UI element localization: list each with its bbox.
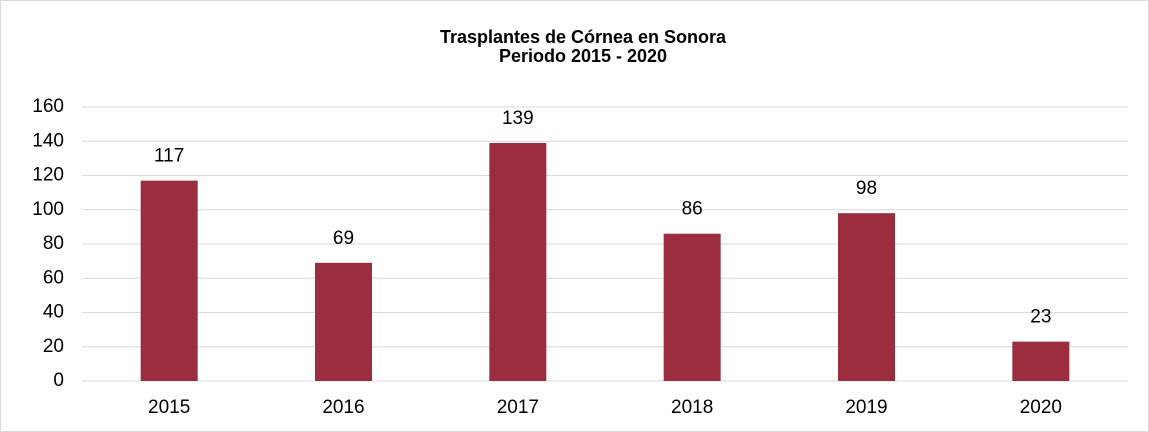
bar [1012, 341, 1070, 381]
x-tick-label: 2017 [497, 397, 539, 418]
y-tick-label: 120 [32, 165, 64, 186]
data-label: 98 [856, 178, 877, 199]
bar [140, 180, 198, 381]
data-label: 69 [333, 228, 354, 249]
bar [489, 142, 547, 381]
bar [838, 213, 895, 381]
y-tick-label: 80 [43, 233, 64, 254]
y-tick-label: 0 [53, 370, 64, 391]
x-tick-label: 2016 [322, 397, 364, 418]
y-tick-label: 60 [43, 267, 64, 288]
y-tick-label: 20 [43, 336, 64, 357]
x-tick-label: 2018 [671, 397, 713, 418]
data-label: 23 [1030, 307, 1051, 328]
y-tick-label: 100 [32, 199, 64, 220]
data-label: 86 [682, 199, 703, 220]
y-tick-label: 160 [32, 96, 64, 117]
chart-title: Trasplantes de Córnea en Sonora [440, 27, 727, 47]
y-tick-label: 140 [32, 130, 64, 151]
x-tick-label: 2020 [1020, 397, 1062, 418]
bar [663, 233, 721, 381]
bar [315, 262, 372, 381]
chart-subtitle: Periodo 2015 - 2020 [499, 46, 667, 66]
x-tick-label: 2019 [845, 397, 887, 418]
y-tick-label: 40 [43, 302, 64, 323]
x-tick-label: 2015 [148, 397, 190, 418]
data-label: 139 [502, 108, 534, 129]
data-label: 117 [154, 146, 184, 167]
